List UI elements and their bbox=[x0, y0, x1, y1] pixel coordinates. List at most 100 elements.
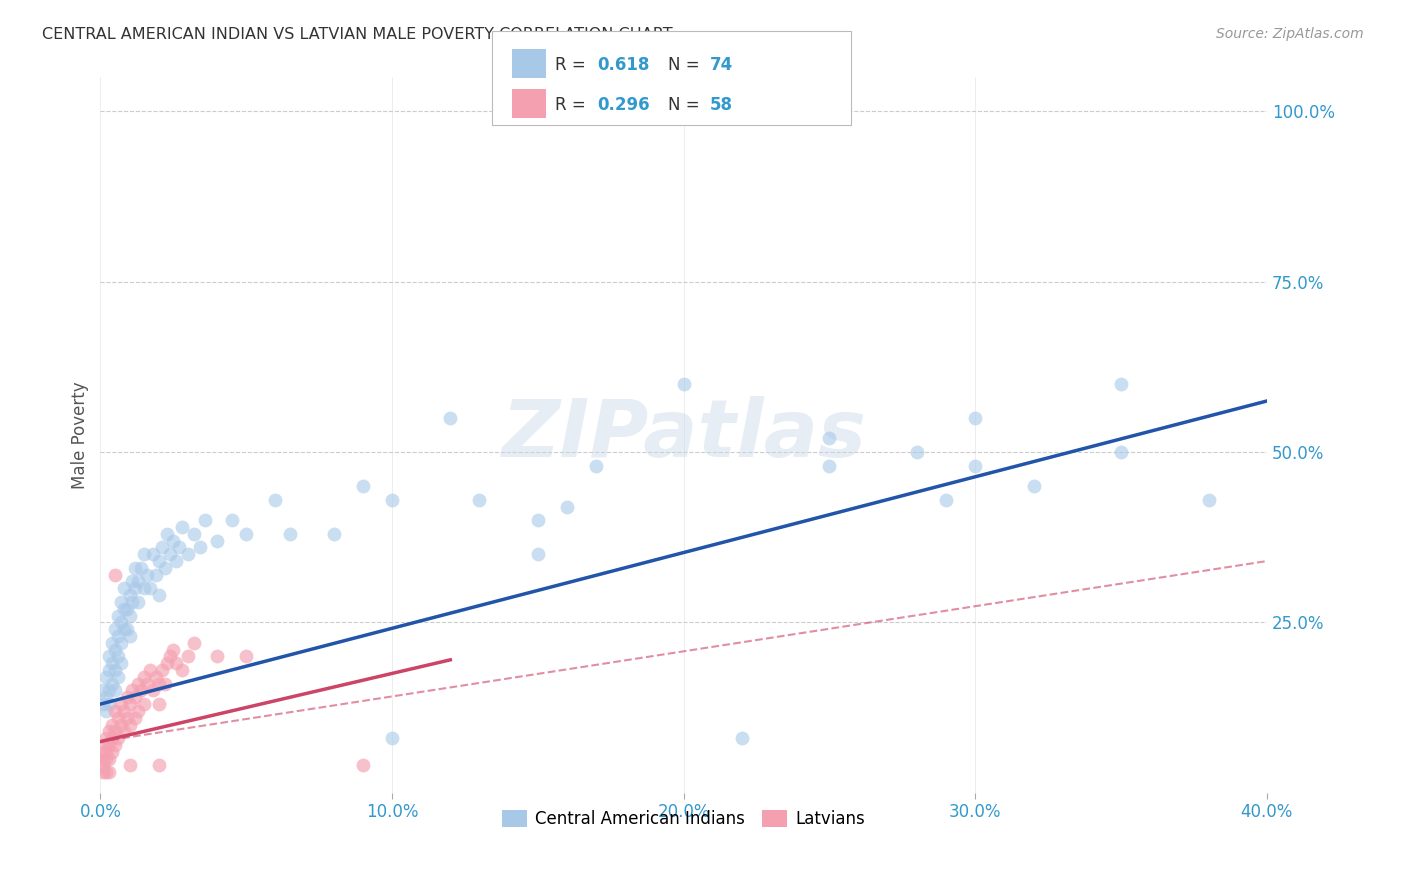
Y-axis label: Male Poverty: Male Poverty bbox=[72, 381, 89, 489]
Point bbox=[139, 663, 162, 677]
Text: R =: R = bbox=[555, 96, 592, 114]
Point bbox=[96, 745, 118, 759]
Point bbox=[91, 758, 114, 772]
Point bbox=[96, 704, 118, 718]
Point bbox=[98, 738, 121, 752]
Text: 0.618: 0.618 bbox=[598, 56, 650, 74]
Point bbox=[118, 697, 141, 711]
Point bbox=[159, 547, 181, 561]
Point bbox=[905, 445, 928, 459]
Point bbox=[150, 663, 173, 677]
Point bbox=[127, 676, 149, 690]
Point bbox=[352, 479, 374, 493]
Legend: Central American Indians, Latvians: Central American Indians, Latvians bbox=[495, 803, 872, 834]
Point bbox=[104, 567, 127, 582]
Point bbox=[127, 574, 149, 589]
Point bbox=[322, 526, 344, 541]
Text: 74: 74 bbox=[710, 56, 734, 74]
Point bbox=[188, 541, 211, 555]
Point bbox=[965, 411, 987, 425]
Point bbox=[818, 104, 841, 119]
Point bbox=[96, 690, 118, 705]
Point bbox=[162, 642, 184, 657]
Point bbox=[107, 711, 129, 725]
Point bbox=[527, 547, 550, 561]
Point bbox=[136, 567, 159, 582]
Point bbox=[235, 526, 257, 541]
Text: N =: N = bbox=[668, 96, 704, 114]
Text: 58: 58 bbox=[710, 96, 733, 114]
Point bbox=[110, 697, 132, 711]
Point bbox=[235, 649, 257, 664]
Point bbox=[107, 629, 129, 643]
Point bbox=[145, 670, 167, 684]
Point bbox=[150, 541, 173, 555]
Point bbox=[148, 697, 170, 711]
Point bbox=[91, 765, 114, 780]
Point bbox=[112, 622, 135, 636]
Point bbox=[205, 649, 228, 664]
Point bbox=[98, 751, 121, 765]
Point bbox=[136, 676, 159, 690]
Point bbox=[101, 731, 124, 746]
Point bbox=[935, 492, 957, 507]
Point bbox=[91, 751, 114, 765]
Point bbox=[124, 690, 146, 705]
Point bbox=[124, 711, 146, 725]
Point bbox=[139, 582, 162, 596]
Point bbox=[205, 533, 228, 548]
Point bbox=[165, 554, 187, 568]
Point bbox=[132, 547, 155, 561]
Point bbox=[104, 738, 127, 752]
Point bbox=[121, 574, 143, 589]
Point bbox=[145, 567, 167, 582]
Point bbox=[96, 731, 118, 746]
Point bbox=[156, 526, 179, 541]
Point bbox=[118, 717, 141, 731]
Point bbox=[132, 582, 155, 596]
Point bbox=[104, 642, 127, 657]
Point bbox=[439, 411, 461, 425]
Point bbox=[91, 745, 114, 759]
Point bbox=[96, 765, 118, 780]
Point bbox=[118, 588, 141, 602]
Point bbox=[96, 738, 118, 752]
Point bbox=[731, 731, 754, 746]
Point bbox=[159, 649, 181, 664]
Point bbox=[132, 697, 155, 711]
Point bbox=[177, 649, 200, 664]
Point bbox=[124, 582, 146, 596]
Point bbox=[107, 731, 129, 746]
Point bbox=[104, 683, 127, 698]
Point bbox=[153, 561, 176, 575]
Point bbox=[98, 683, 121, 698]
Point bbox=[156, 657, 179, 671]
Point bbox=[1109, 376, 1132, 391]
Point bbox=[112, 724, 135, 739]
Point bbox=[110, 717, 132, 731]
Point bbox=[183, 526, 205, 541]
Point bbox=[96, 751, 118, 765]
Point bbox=[110, 595, 132, 609]
Point bbox=[148, 676, 170, 690]
Point bbox=[110, 657, 132, 671]
Point bbox=[194, 513, 217, 527]
Text: R =: R = bbox=[555, 56, 592, 74]
Point bbox=[1022, 479, 1045, 493]
Point bbox=[101, 745, 124, 759]
Point bbox=[104, 663, 127, 677]
Point bbox=[118, 629, 141, 643]
Point bbox=[104, 622, 127, 636]
Point bbox=[381, 731, 404, 746]
Point bbox=[98, 649, 121, 664]
Point bbox=[1109, 445, 1132, 459]
Point bbox=[170, 663, 193, 677]
Point bbox=[121, 595, 143, 609]
Point bbox=[112, 582, 135, 596]
Point bbox=[129, 561, 152, 575]
Point bbox=[98, 663, 121, 677]
Point bbox=[183, 636, 205, 650]
Point bbox=[165, 657, 187, 671]
Point bbox=[148, 554, 170, 568]
Point bbox=[112, 601, 135, 615]
